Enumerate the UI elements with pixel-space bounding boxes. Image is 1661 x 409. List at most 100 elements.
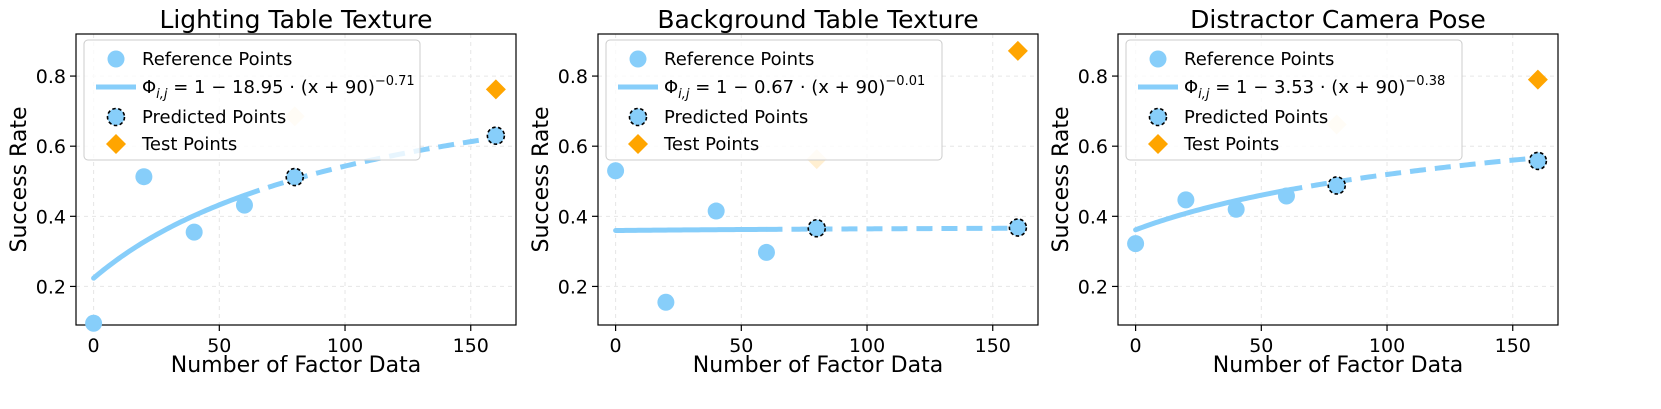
legend-fit-formula: Φi,j = 1 − 0.67 · (x + 90)−0.01 — [664, 74, 925, 102]
predicted-point — [807, 218, 827, 238]
x-tick-label: 50 — [207, 335, 231, 357]
x-tick-label: 0 — [1130, 335, 1142, 357]
legend-box — [1125, 39, 1463, 161]
reference-point — [707, 202, 725, 220]
axes-frame — [1117, 33, 1559, 326]
chart-panel-2: 0 50 100 150 0.2 0.4 0.6 0.8 Background Table Te… — [529, 5, 1039, 378]
axes-frame — [597, 33, 1039, 326]
legend-test-marker — [1148, 134, 1168, 154]
legend-fit-formula: Φi,j = 1 − 18.95 · (x + 90)−0.71 — [142, 74, 415, 102]
y-axis-label: Success Rate — [529, 107, 554, 253]
x-tick-label: 100 — [1369, 335, 1405, 357]
x-tick-label: 0 — [610, 335, 622, 357]
legend-test-label: Test Points — [663, 134, 759, 155]
reference-point — [1227, 200, 1245, 218]
reference-point — [85, 314, 103, 332]
x-tick-label: 50 — [1249, 335, 1273, 357]
chart-title: Distractor Camera Pose — [1190, 5, 1486, 34]
y-axis-label: Success Rate — [7, 107, 32, 253]
legend-predicted-marker — [106, 107, 126, 127]
formula-body: = 1 − 18.95 · (x + 90) — [168, 77, 375, 98]
y-tick-label: 0.8 — [558, 66, 588, 88]
legend-box — [83, 39, 421, 161]
legend-reference-label: Reference Points — [664, 49, 814, 70]
y-tick-label: 0.4 — [1078, 206, 1108, 228]
y-tick-label: 0.6 — [36, 136, 66, 158]
x-tick-label: 150 — [975, 335, 1011, 357]
reference-point — [1277, 187, 1295, 205]
x-tick-label: 100 — [849, 335, 885, 357]
legend-box — [605, 39, 943, 161]
reference-point — [1177, 191, 1195, 209]
fit-line-solid — [1133, 187, 1289, 233]
y-tick-label: 0.6 — [1078, 136, 1108, 158]
x-tick-label: 150 — [453, 335, 489, 357]
fit-line-dashed — [1285, 155, 1539, 193]
x-tick-label: 150 — [1495, 335, 1531, 357]
formula-prefix: Φ — [142, 77, 156, 98]
legend-predicted-label: Predicted Points — [1184, 107, 1328, 128]
legend-test-label: Test Points — [1183, 134, 1279, 155]
y-axis-label: Success Rate — [1049, 107, 1074, 253]
formula-exp: −0.38 — [1405, 74, 1445, 89]
formula-sub: i,j — [678, 87, 690, 102]
y-tick-label: 0.6 — [558, 136, 588, 158]
legend-fit-formula: Φi,j = 1 − 3.53 · (x + 90)−0.38 — [1184, 74, 1445, 102]
predicted-point — [1327, 176, 1347, 195]
legend-test-marker — [106, 134, 126, 154]
x-tick-label: 50 — [729, 335, 753, 357]
reference-point — [657, 293, 675, 311]
legend: Reference Points Φi,j = 1 − 18.95 · (x + … — [83, 39, 421, 161]
formula-sub: i,j — [156, 87, 168, 102]
y-tick-label: 0.8 — [36, 66, 66, 88]
formula-exp: −0.01 — [885, 74, 925, 89]
legend-test-marker — [628, 134, 648, 154]
x-axis-label: Number of Factor Data — [1213, 353, 1463, 378]
legend-predicted-label: Predicted Points — [142, 107, 286, 128]
predicted-point — [486, 126, 506, 145]
legend-reference-marker — [629, 50, 647, 68]
test-point — [1007, 40, 1028, 61]
legend-predicted-marker — [628, 107, 648, 127]
legend-reference-label: Reference Points — [142, 49, 292, 70]
formula-body: = 1 − 3.53 · (x + 90) — [1210, 77, 1406, 98]
reference-point — [135, 168, 153, 186]
formula-exp: −0.71 — [375, 74, 415, 89]
legend-reference-label: Reference Points — [1184, 49, 1334, 70]
formula-prefix: Φ — [664, 77, 678, 98]
y-tick-label: 0.4 — [36, 206, 66, 228]
chart-title: Lighting Table Texture — [159, 5, 432, 34]
predicted-point — [1528, 151, 1548, 171]
formula-body: = 1 − 0.67 · (x + 90) — [690, 77, 886, 98]
legend: Reference Points Φi,j = 1 − 3.53 · (x + 9… — [1125, 39, 1463, 161]
legend-predicted-label: Predicted Points — [664, 107, 808, 128]
reference-point — [185, 223, 203, 241]
formula-prefix: Φ — [1184, 77, 1198, 98]
reference-point — [235, 196, 253, 214]
predicted-point — [285, 167, 305, 187]
x-tick-label: 100 — [327, 335, 363, 357]
test-point — [1527, 69, 1548, 90]
formula-sub: i,j — [1198, 87, 1210, 102]
chart-panel-1: 0 50 100 150 0.2 0.4 0.6 0.8 Lighting Table Text… — [7, 5, 517, 378]
x-tick-label: 0 — [88, 335, 100, 357]
y-tick-label: 0.2 — [36, 276, 66, 298]
predicted-point — [1008, 218, 1028, 237]
reference-point — [607, 162, 625, 180]
x-axis-label: Number of Factor Data — [171, 353, 421, 378]
fit-line-dashed — [766, 225, 1018, 232]
legend-predicted-marker — [1148, 107, 1168, 127]
x-axis-label: Number of Factor Data — [693, 353, 943, 378]
legend-reference-marker — [107, 50, 125, 68]
y-tick-label: 0.8 — [1078, 66, 1108, 88]
legend-reference-marker — [1149, 50, 1167, 68]
fit-line-solid — [613, 226, 769, 234]
y-tick-label: 0.4 — [558, 206, 588, 228]
legend-test-label: Test Points — [141, 134, 237, 155]
test-point — [485, 79, 506, 100]
chart-title: Background Table Texture — [657, 5, 978, 34]
legend: Reference Points Φi,j = 1 − 0.67 · (x + 9… — [605, 39, 943, 161]
reference-point — [757, 243, 775, 261]
axes-frame — [75, 33, 517, 326]
